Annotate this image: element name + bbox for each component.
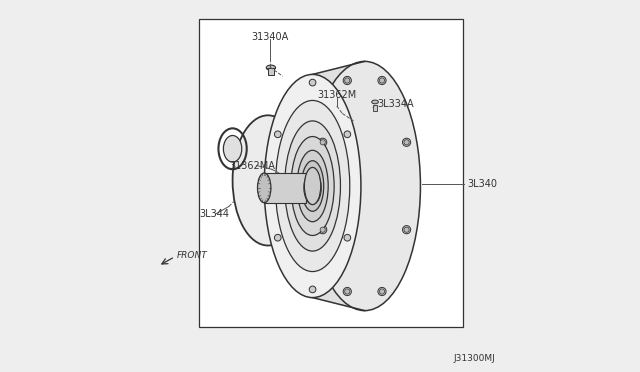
Ellipse shape [309,61,420,311]
Circle shape [309,286,316,293]
Bar [373,105,377,111]
Ellipse shape [232,115,303,246]
Circle shape [275,234,281,241]
Ellipse shape [275,100,349,272]
Circle shape [344,131,351,138]
Text: J31300MJ: J31300MJ [453,354,495,363]
Text: 3L334A: 3L334A [378,99,414,109]
Circle shape [319,138,327,147]
Ellipse shape [257,173,271,203]
Circle shape [403,138,411,147]
Polygon shape [312,61,365,311]
Circle shape [404,227,409,232]
Ellipse shape [297,150,328,222]
Ellipse shape [223,135,242,162]
Text: 31340A: 31340A [251,32,289,42]
Circle shape [345,78,350,83]
Ellipse shape [285,121,340,251]
Circle shape [309,79,316,86]
Ellipse shape [291,137,334,235]
Circle shape [378,288,386,296]
Text: 31362MA: 31362MA [229,161,275,170]
Text: FRONT: FRONT [177,251,207,260]
Circle shape [378,76,386,84]
Circle shape [403,225,411,234]
Circle shape [344,234,351,241]
Ellipse shape [264,74,361,298]
Ellipse shape [266,65,276,70]
Ellipse shape [301,161,324,211]
Text: 31362M: 31362M [317,90,356,100]
Text: 3L340: 3L340 [467,179,497,189]
Circle shape [319,225,327,234]
Ellipse shape [304,171,321,204]
Circle shape [404,140,409,145]
Circle shape [320,227,325,232]
Circle shape [343,288,351,296]
Ellipse shape [305,167,321,205]
Circle shape [380,289,385,294]
Text: 3L344: 3L344 [199,209,229,219]
Circle shape [320,140,325,145]
Circle shape [345,289,350,294]
Circle shape [380,78,385,83]
Polygon shape [264,173,306,203]
Bar [199,19,463,327]
Bar [268,68,273,75]
Circle shape [275,131,281,138]
Circle shape [343,76,351,84]
Ellipse shape [372,100,378,104]
